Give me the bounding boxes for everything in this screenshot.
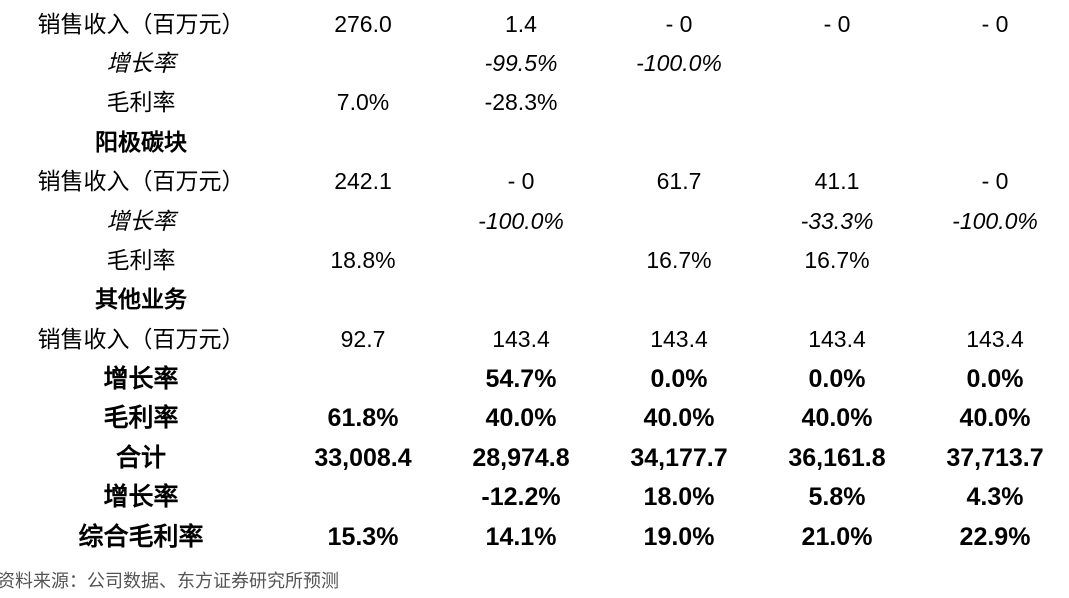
section-header: 阳极碳块	[95, 129, 187, 155]
table-cell	[284, 360, 442, 399]
table-cell	[442, 241, 600, 280]
table-cell: 22.9%	[959, 523, 1031, 551]
table-cell: -100.0%	[952, 208, 1038, 234]
table-cell: 61.8%	[327, 404, 399, 432]
row-label: 销售收入（百万元）	[37, 11, 245, 37]
table-cell: -100.0%	[636, 50, 722, 76]
row-label: 增长率	[103, 483, 179, 511]
row-label: 增长率	[103, 365, 179, 393]
table-cell: 242.1	[334, 168, 392, 194]
table-row: 销售收入（百万元） 276.0 1.4 - 0 - 0 - 0	[0, 5, 1069, 44]
row-label: 增长率	[106, 208, 176, 234]
table-cell	[916, 83, 1069, 122]
table-cell: - 0	[665, 11, 693, 37]
table-cell	[758, 123, 916, 162]
table-cell: - 0	[981, 168, 1009, 194]
table-cell	[758, 83, 916, 122]
table-cell: 40.0%	[801, 404, 873, 432]
table-cell	[916, 241, 1069, 280]
table-cell: 16.7%	[646, 247, 712, 273]
table-cell: 37,713.7	[946, 444, 1044, 472]
table-row: 毛利率 7.0% -28.3%	[0, 83, 1069, 122]
table-cell: 61.7	[656, 168, 702, 194]
table-cell: 4.3%	[966, 483, 1024, 511]
table-cell: 40.0%	[643, 404, 715, 432]
table-cell	[916, 280, 1069, 319]
table-cell	[284, 280, 442, 319]
table-cell	[758, 44, 916, 83]
table-cell: - 0	[507, 168, 535, 194]
row-label: 毛利率	[106, 89, 176, 115]
table-cell	[600, 280, 758, 319]
table-cell	[442, 280, 600, 319]
table-row: 毛利率 61.8% 40.0% 40.0% 40.0% 40.0%	[0, 399, 1069, 438]
table-cell	[916, 123, 1069, 162]
table-cell: 143.4	[966, 326, 1024, 352]
table-cell: -100.0%	[478, 208, 564, 234]
total-row: 合计 33,008.4 28,974.8 34,177.7 36,161.8 3…	[0, 439, 1069, 478]
table-cell: - 0	[981, 11, 1009, 37]
table-cell: 54.7%	[485, 365, 557, 393]
table-cell: 0.0%	[966, 365, 1024, 393]
table-cell: 5.8%	[808, 483, 866, 511]
table-cell: 0.0%	[808, 365, 866, 393]
table-cell	[284, 123, 442, 162]
table-cell: 40.0%	[485, 404, 557, 432]
table-cell: 15.3%	[327, 523, 399, 551]
row-label: 销售收入（百万元）	[37, 168, 245, 194]
section-header-row: 阳极碳块	[0, 123, 1069, 162]
row-label: 毛利率	[103, 404, 179, 432]
table-row: 销售收入（百万元） 242.1 - 0 61.7 41.1 - 0	[0, 162, 1069, 201]
row-label: 综合毛利率	[78, 523, 204, 551]
table-cell	[284, 44, 442, 83]
table-cell: - 0	[823, 11, 851, 37]
table-cell	[600, 202, 758, 241]
table-row: 销售收入（百万元） 92.7 143.4 143.4 143.4 143.4	[0, 320, 1069, 359]
row-label: 销售收入（百万元）	[37, 326, 245, 352]
table-cell	[600, 83, 758, 122]
table-cell: 19.0%	[643, 523, 715, 551]
section-header: 其他业务	[95, 286, 187, 312]
table-cell: 143.4	[492, 326, 550, 352]
table-cell: -99.5%	[484, 50, 558, 76]
table-cell: -28.3%	[484, 89, 558, 115]
row-label: 合计	[115, 444, 166, 472]
table-cell: 276.0	[334, 11, 392, 37]
section-header-row: 其他业务	[0, 280, 1069, 319]
table-cell: 7.0%	[336, 89, 390, 115]
table-cell: -12.2%	[481, 483, 561, 511]
table-row: 综合毛利率 15.3% 14.1% 19.0% 21.0% 22.9%	[0, 518, 1069, 557]
table-cell: 41.1	[814, 168, 860, 194]
row-label: 毛利率	[106, 247, 176, 273]
table-cell	[758, 280, 916, 319]
table-cell: 28,974.8	[472, 444, 570, 472]
table-row: 增长率 -12.2% 18.0% 5.8% 4.3%	[0, 478, 1069, 517]
table-cell: 1.4	[505, 11, 537, 37]
table-cell: 21.0%	[801, 523, 873, 551]
table-cell	[600, 123, 758, 162]
table-cell	[284, 478, 442, 517]
table-cell	[916, 44, 1069, 83]
table-cell: 0.0%	[650, 365, 708, 393]
table-cell: 33,008.4	[314, 444, 412, 472]
source-footnote: 资料来源：公司数据、东方证券研究所预测	[0, 571, 339, 591]
table-cell: 18.8%	[330, 247, 396, 273]
table-cell: 143.4	[650, 326, 708, 352]
table-cell	[442, 123, 600, 162]
row-label: 增长率	[106, 50, 176, 76]
table-row: 增长率 -100.0% -33.3% -100.0%	[0, 202, 1069, 241]
table-cell: 40.0%	[959, 404, 1031, 432]
table-row: 增长率 -99.5% -100.0%	[0, 44, 1069, 83]
table-cell: 36,161.8	[788, 444, 886, 472]
table-cell: -33.3%	[800, 208, 874, 234]
table-cell: 34,177.7	[630, 444, 728, 472]
table-row: 增长率 54.7% 0.0% 0.0% 0.0%	[0, 360, 1069, 399]
table-cell	[284, 202, 442, 241]
table-cell: 14.1%	[485, 523, 557, 551]
table-cell: 16.7%	[804, 247, 870, 273]
table-cell: 143.4	[808, 326, 866, 352]
table-cell: 92.7	[340, 326, 386, 352]
table-cell: 18.0%	[643, 483, 715, 511]
table-row: 毛利率 18.8% 16.7% 16.7%	[0, 241, 1069, 280]
